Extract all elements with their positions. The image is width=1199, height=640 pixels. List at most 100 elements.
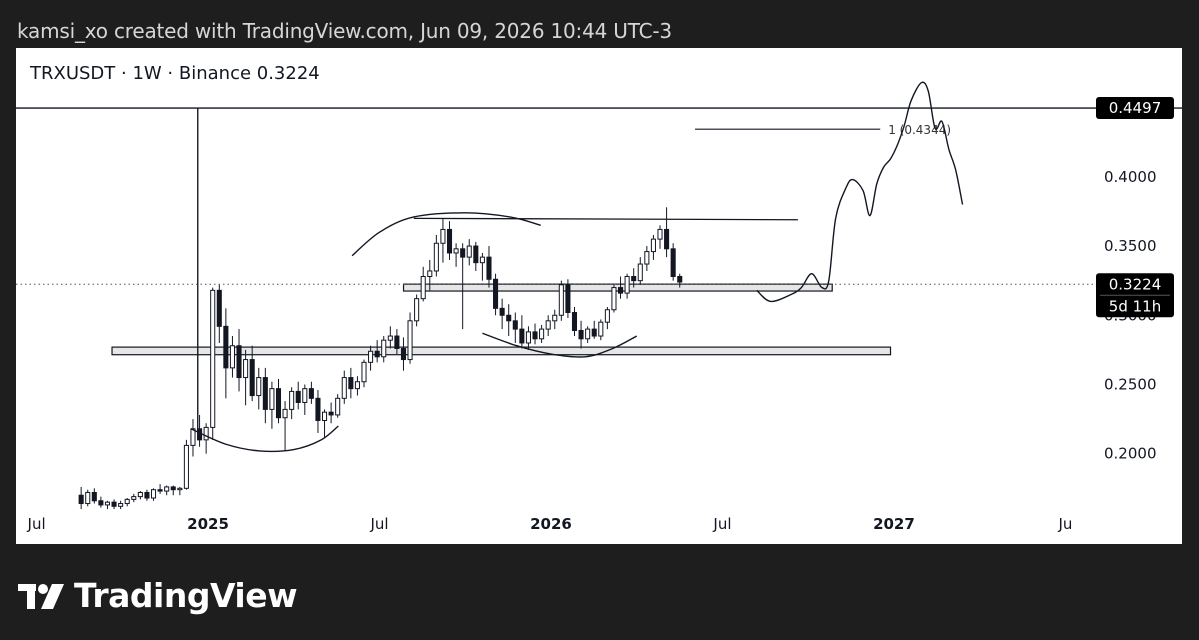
- candle-down: [348, 377, 354, 390]
- candle-up: [440, 228, 446, 244]
- candle-up: [433, 242, 439, 272]
- candle-up: [256, 377, 262, 397]
- candles: [78, 207, 683, 510]
- y-tick-label: 0.2000: [1104, 445, 1157, 463]
- candle-up: [539, 328, 545, 340]
- candle-up: [335, 397, 341, 416]
- candle-down: [473, 245, 479, 264]
- candle-up: [525, 331, 531, 344]
- candle-down: [532, 331, 538, 340]
- candle-down: [275, 388, 282, 419]
- projection-curves: [190, 81, 964, 453]
- support-zones: [111, 283, 892, 356]
- candle-up: [164, 486, 170, 492]
- candle-up: [321, 411, 328, 421]
- candle-up: [137, 491, 143, 498]
- candle-up: [637, 263, 643, 282]
- candle-up: [479, 256, 485, 264]
- candle-up: [598, 321, 604, 337]
- candle-down: [315, 397, 321, 421]
- candle-down: [144, 491, 150, 499]
- candle-up: [368, 350, 374, 363]
- candle-down: [78, 494, 84, 505]
- candle-up: [177, 487, 183, 491]
- candle-down: [170, 486, 176, 491]
- candle-up: [282, 408, 288, 419]
- resistance-line: [413, 217, 798, 221]
- candle-down: [446, 228, 453, 254]
- candle-up: [407, 320, 413, 361]
- x-tick-label: Jul: [369, 515, 388, 533]
- x-tick-label: 2025: [187, 515, 229, 533]
- symbol-title: TRXUSDT · 1W · Binance 0.3224: [30, 63, 320, 84]
- candle-up: [104, 501, 111, 506]
- candle-down: [308, 388, 314, 399]
- candle-down: [328, 411, 334, 416]
- candle-up: [585, 328, 591, 340]
- candle-down: [631, 276, 637, 282]
- candle-up: [85, 491, 91, 505]
- x-tick-label: 2027: [873, 515, 915, 533]
- chart-credit: kamsi_xo created with TradingView.com, J…: [17, 19, 672, 43]
- candle-down: [374, 350, 380, 358]
- candle-up: [604, 309, 610, 323]
- candle-up: [427, 270, 433, 278]
- projection-curve-2: [482, 332, 638, 358]
- candle-down: [262, 377, 268, 410]
- candle-up: [229, 345, 235, 369]
- candle-down: [223, 325, 229, 369]
- candle-down: [519, 328, 525, 344]
- x-tick-label: Ju: [1057, 515, 1072, 533]
- candle-up: [644, 251, 650, 265]
- candle-up: [118, 503, 124, 507]
- candle-up: [210, 289, 216, 428]
- candle-down: [670, 248, 676, 278]
- candle-down: [499, 307, 505, 316]
- candle-up: [203, 426, 209, 441]
- candle-down: [677, 276, 683, 283]
- candle-up: [545, 320, 551, 330]
- candle-up: [150, 489, 157, 499]
- candle-down: [394, 335, 400, 349]
- x-tick-label: 2026: [530, 515, 572, 533]
- candle-up: [124, 498, 130, 505]
- candle-up: [289, 390, 295, 410]
- bar-countdown-label: 5d 11h: [1109, 297, 1161, 315]
- candle-up: [361, 361, 367, 383]
- candle-up: [558, 284, 564, 316]
- candle-down: [591, 328, 597, 337]
- y-tick-label: 0.2500: [1104, 375, 1157, 393]
- candle-down: [295, 390, 301, 403]
- candle-up: [302, 388, 308, 403]
- chart-panel[interactable]: 1 (0.4344) 0.20000.25000.30000.35000.400…: [16, 48, 1182, 544]
- candle-up: [183, 444, 189, 489]
- support-zone-1: [111, 346, 892, 356]
- candle-up: [341, 377, 347, 399]
- candle-down: [157, 489, 163, 492]
- candle-up: [269, 388, 275, 410]
- tradingview-brand: TradingView: [18, 576, 298, 615]
- support-zone-0: [402, 283, 833, 292]
- candle-down: [571, 311, 578, 331]
- candle-down: [400, 347, 407, 361]
- candle-up: [624, 276, 630, 294]
- candle-down: [216, 289, 222, 327]
- projection-curve-1: [351, 212, 541, 257]
- level-price-label-box: [1096, 97, 1174, 120]
- tradingview-wordmark: TradingView: [74, 576, 298, 615]
- candle-up: [650, 238, 656, 253]
- candle-down: [512, 320, 518, 330]
- candle-down: [98, 500, 104, 506]
- projection-curve-0: [190, 425, 339, 453]
- candle-up: [354, 381, 360, 390]
- price-chart[interactable]: 1 (0.4344) 0.20000.25000.30000.35000.400…: [16, 48, 1182, 544]
- candle-down: [493, 278, 499, 309]
- candle-down: [91, 491, 97, 502]
- candle-up: [190, 428, 196, 446]
- candle-up: [131, 496, 137, 500]
- x-tick-label: Jul: [27, 515, 46, 533]
- candle-down: [506, 314, 512, 322]
- candle-up: [381, 339, 387, 358]
- y-tick-label: 0.3500: [1104, 237, 1157, 255]
- x-tick-label: Jul: [712, 515, 731, 533]
